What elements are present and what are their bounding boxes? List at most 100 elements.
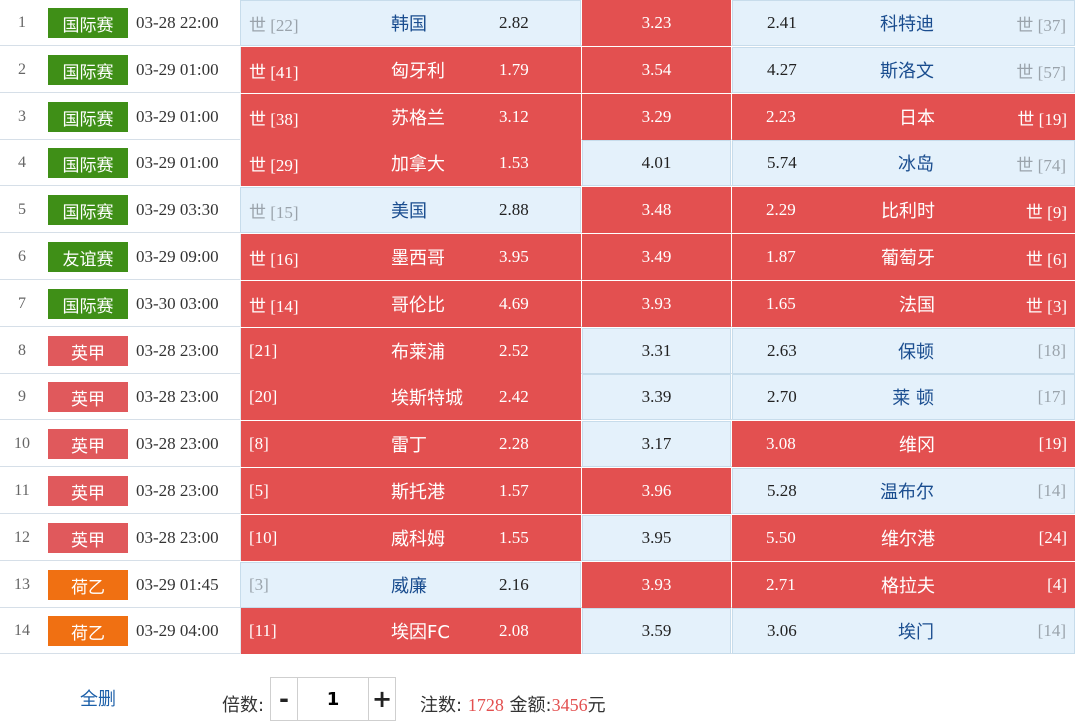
home-win-option[interactable]: [20] 埃斯特城 2.42 (240, 374, 581, 420)
away-rank: [19] (1038, 434, 1067, 453)
league-cell: 国际赛 (44, 94, 132, 140)
league-badge[interactable]: 国际赛 (48, 148, 128, 178)
league-badge[interactable]: 英甲 (48, 336, 128, 366)
away-team: 莱 顿 (892, 388, 934, 409)
home-odd: 1.53 (499, 153, 529, 172)
league-badge[interactable]: 英甲 (48, 382, 128, 412)
league-badge[interactable]: 英甲 (48, 523, 128, 553)
league-badge[interactable]: 英甲 (48, 429, 128, 459)
draw-option[interactable]: 3.29 (582, 94, 731, 140)
match-time: 03-29 01:45 (136, 575, 219, 594)
home-win-option[interactable]: [21] 布莱浦 2.52 (240, 328, 581, 374)
match-time: 03-28 23:00 (136, 528, 219, 547)
home-team: 美国 (391, 201, 427, 222)
home-team: 布莱浦 (391, 342, 445, 363)
draw-option[interactable]: 3.23 (582, 0, 731, 46)
match-row: 5 国际赛 03-29 03:30 世 [15] 美国 2.88 3.48 2.29 比利时 世 … (0, 187, 1075, 233)
draw-option[interactable]: 3.96 (582, 468, 731, 514)
match-row: 7 国际赛 03-30 03:00 世 [14] 哥伦比 4.69 3.93 1.65 法国 世 … (0, 281, 1075, 327)
match-time: 03-28 23:00 (136, 434, 219, 453)
draw-odd: 3.95 (641, 528, 672, 547)
league-cell: 荷乙 (44, 562, 132, 608)
home-odd: 1.55 (499, 528, 529, 547)
match-number: 3 (18, 108, 26, 125)
bet-count-value: 1728 (467, 695, 504, 715)
increase-multiplier-button[interactable]: + (368, 677, 396, 721)
away-win-option[interactable]: 5.74 冰岛 世 [74] (732, 140, 1075, 186)
away-win-option[interactable]: 2.63 保顿 [18] (732, 328, 1075, 374)
decrease-multiplier-button[interactable]: - (270, 677, 298, 721)
away-win-option[interactable]: 4.27 斯洛文 世 [57] (732, 47, 1075, 93)
draw-odd: 3.59 (641, 621, 672, 640)
league-badge[interactable]: 英甲 (48, 476, 128, 506)
home-odd: 2.42 (499, 387, 529, 406)
away-win-option[interactable]: 2.23 日本 世 [19] (732, 94, 1075, 140)
match-time: 03-29 01:00 (136, 60, 219, 79)
away-win-option[interactable]: 2.70 莱 顿 [17] (732, 374, 1075, 420)
league-cell: 英甲 (44, 468, 132, 514)
away-team: 冰岛 (898, 154, 934, 175)
home-rank: 世 [16] (249, 249, 299, 269)
draw-option[interactable]: 3.31 (582, 328, 731, 374)
home-win-option[interactable]: 世 [15] 美国 2.88 (240, 187, 581, 233)
away-team: 葡萄牙 (881, 248, 935, 269)
draw-option[interactable]: 3.39 (582, 374, 731, 420)
home-win-option[interactable]: [5] 斯托港 1.57 (240, 468, 581, 514)
home-team: 哥伦比 (391, 295, 445, 316)
home-win-option[interactable]: 世 [16] 墨西哥 3.95 (240, 234, 581, 280)
away-win-option[interactable]: 2.41 科特迪 世 [37] (732, 0, 1075, 46)
draw-option[interactable]: 3.93 (582, 562, 731, 608)
league-badge[interactable]: 国际赛 (48, 195, 128, 225)
home-win-option[interactable]: 世 [29] 加拿大 1.53 (240, 140, 581, 186)
amount-label: 金额: (509, 695, 552, 716)
away-rank: 世 [74] (1016, 155, 1066, 175)
away-win-option[interactable]: 1.87 葡萄牙 世 [6] (732, 234, 1075, 280)
draw-option[interactable]: 3.49 (582, 234, 731, 280)
away-rank: 世 [19] (1017, 109, 1067, 129)
away-win-option[interactable]: 3.08 维冈 [19] (732, 421, 1075, 467)
home-rank: 世 [38] (249, 109, 299, 129)
home-rank: 世 [14] (249, 296, 299, 316)
home-odd: 4.69 (499, 294, 529, 313)
home-win-option[interactable]: 世 [14] 哥伦比 4.69 (240, 281, 581, 327)
league-cell: 国际赛 (44, 47, 132, 93)
multiplier-input[interactable] (298, 677, 368, 721)
clear-all-link[interactable]: 全删 (80, 689, 116, 710)
home-win-option[interactable]: [10] 威科姆 1.55 (240, 515, 581, 561)
away-win-option[interactable]: 1.65 法国 世 [3] (732, 281, 1075, 327)
league-badge[interactable]: 国际赛 (48, 289, 128, 319)
home-win-option[interactable]: [11] 埃因FC 2.08 (240, 608, 581, 654)
match-row: 4 国际赛 03-29 01:00 世 [29] 加拿大 1.53 4.01 5.74 冰岛 世 … (0, 140, 1075, 186)
league-badge[interactable]: 国际赛 (48, 55, 128, 85)
home-team: 雷丁 (391, 435, 427, 456)
away-win-option[interactable]: 3.06 埃门 [14] (732, 608, 1075, 654)
league-badge[interactable]: 国际赛 (48, 102, 128, 132)
away-odd: 4.27 (767, 60, 797, 79)
home-win-option[interactable]: 世 [22] 韩国 2.82 (240, 0, 581, 46)
draw-option[interactable]: 3.93 (582, 281, 731, 327)
match-number: 12 (14, 529, 30, 546)
draw-option[interactable]: 3.17 (582, 421, 731, 467)
away-win-option[interactable]: 5.28 温布尔 [14] (732, 468, 1075, 514)
away-odd: 2.70 (767, 387, 797, 406)
draw-option[interactable]: 3.95 (582, 515, 731, 561)
home-win-option[interactable]: 世 [38] 苏格兰 3.12 (240, 94, 581, 140)
league-badge[interactable]: 友谊赛 (48, 242, 128, 272)
amount-value: 3456 (551, 695, 588, 715)
draw-option[interactable]: 3.59 (582, 608, 731, 654)
league-badge[interactable]: 荷乙 (48, 616, 128, 646)
home-win-option[interactable]: [3] 威廉 2.16 (240, 562, 581, 608)
away-win-option[interactable]: 2.29 比利时 世 [9] (732, 187, 1075, 233)
away-odd: 2.71 (766, 575, 796, 594)
away-win-option[interactable]: 5.50 维尔港 [24] (732, 515, 1075, 561)
away-win-option[interactable]: 2.71 格拉夫 [4] (732, 562, 1075, 608)
draw-option[interactable]: 3.48 (582, 187, 731, 233)
away-team: 维尔港 (881, 529, 935, 550)
draw-option[interactable]: 3.54 (582, 47, 731, 93)
home-win-option[interactable]: [8] 雷丁 2.28 (240, 421, 581, 467)
home-rank: [21] (249, 341, 278, 360)
home-win-option[interactable]: 世 [41] 匈牙利 1.79 (240, 47, 581, 93)
league-badge[interactable]: 国际赛 (48, 8, 128, 38)
draw-option[interactable]: 4.01 (582, 140, 731, 186)
league-badge[interactable]: 荷乙 (48, 570, 128, 600)
